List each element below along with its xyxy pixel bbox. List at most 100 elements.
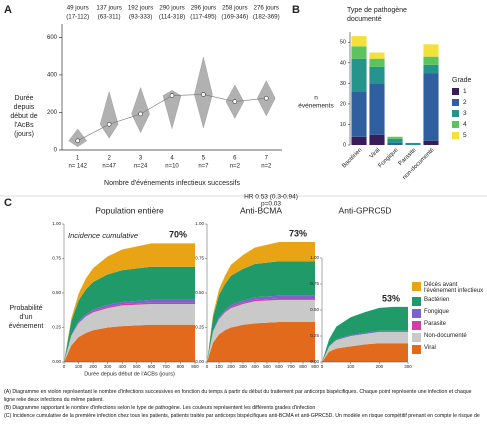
range-label: (182-369) (253, 14, 280, 21)
chart-title: Type de pathogène (347, 7, 407, 14)
bar-segment (369, 58, 385, 67)
y-tick-label: 0.75 (195, 256, 204, 261)
violin (162, 90, 182, 130)
panel-title: Anti-GPRC5D (339, 205, 392, 215)
y-tick-label: 0.50 (310, 307, 319, 312)
legend-swatch (452, 99, 459, 106)
x-tick-label: 400 (251, 364, 259, 369)
median-point (138, 111, 143, 117)
y-axis-title: d'un (19, 314, 32, 321)
bar-segment (351, 46, 367, 59)
x-tick-label: 300 (239, 364, 247, 369)
bar-segment (423, 64, 439, 74)
y-tick-label: 0.50 (195, 290, 204, 295)
x-tick-label: 0 (321, 364, 324, 369)
y-tick-label: 0.00 (310, 359, 319, 364)
area (64, 324, 195, 362)
x-tick-label: 200 (227, 364, 235, 369)
category-label: 4 (170, 156, 174, 162)
legend-swatch (412, 345, 421, 354)
legend-title: Grade (452, 77, 472, 84)
caption: (A) Diagramme en violon représentant le … (4, 388, 484, 420)
legend-swatch (412, 309, 421, 318)
area (207, 241, 315, 362)
bar-segment (387, 136, 403, 139)
bar-segment (423, 56, 439, 65)
area (64, 266, 195, 362)
caption-line: (C) Incidence cumulative de la première … (4, 413, 480, 419)
y-tick-label: 0 (54, 148, 58, 154)
range-label: (63-311) (98, 14, 121, 21)
range-label: (17-112) (66, 14, 89, 21)
x-tick-label: non-documenté (402, 147, 436, 181)
panel-title: Anti-BCMA (240, 205, 282, 215)
range-label: (117-495) (190, 14, 216, 21)
annotation: HR 0.53 (0.3-0.94) (244, 194, 298, 201)
area (322, 306, 408, 362)
median-label: 276 jours (254, 5, 279, 12)
x-tick-label: 400 (118, 364, 126, 369)
y-tick-label: 0.25 (52, 325, 61, 330)
bar-segment (387, 138, 403, 143)
median-point (75, 138, 81, 144)
x-tick-label: 0 (206, 364, 209, 369)
x-tick-label: 500 (263, 364, 271, 369)
legend-label: Bactérien (424, 297, 450, 303)
category-label: 7 (265, 156, 269, 162)
category-label: 3 (139, 156, 143, 162)
median-label: 258 jours (222, 5, 247, 12)
area (64, 243, 195, 362)
legend-label: 1 (463, 88, 467, 95)
bar-segment (423, 44, 439, 57)
legend-label: Décès avant l'événement infectieux (424, 282, 484, 294)
panel-title: Population entière (95, 205, 164, 215)
panel-label: A (4, 4, 12, 16)
x-tick-label: 700 (287, 364, 295, 369)
legend-swatch (452, 110, 459, 117)
y-axis-title: (jours) (14, 131, 34, 138)
area (322, 343, 408, 362)
median-point (169, 93, 175, 98)
y-tick-label: 10 (340, 122, 346, 128)
x-axis-title: Durée depuis début de l'ACBs (jours) (84, 371, 175, 377)
legend-label: Parasite (424, 321, 447, 327)
y-axis-title: début de (10, 113, 37, 120)
y-axis-title: n (314, 95, 318, 102)
y-tick-label: 0.75 (310, 281, 319, 286)
legend-label: Fongique (424, 309, 450, 315)
y-axis-title: l'AcBs (14, 122, 34, 129)
median-point (106, 121, 112, 127)
y-tick-label: 0.25 (195, 325, 204, 330)
incidence-label: 73% (289, 228, 307, 238)
bar-segment (369, 134, 385, 145)
y-axis-title: Probabilité (9, 305, 42, 312)
legend-label: Viral (424, 345, 436, 351)
bar-segment (405, 142, 421, 145)
n-label: n=10 (165, 164, 179, 170)
y-axis-title: depuis (14, 104, 35, 111)
legend-swatch (452, 121, 459, 128)
y-tick-label: 30 (340, 81, 346, 87)
n-label: n=2 (261, 164, 272, 170)
x-tick-label: 600 (275, 364, 283, 369)
x-tick-label: 800 (299, 364, 307, 369)
area (207, 299, 315, 362)
range-label: (93-333) (129, 14, 152, 21)
legend-swatch (452, 88, 459, 95)
median-label: 49 jours (67, 5, 89, 12)
y-axis-title: Durée (14, 95, 33, 102)
y-tick-label: 0.75 (52, 256, 61, 261)
incidence-label: 53% (382, 293, 400, 303)
y-tick-label: 1.00 (195, 221, 204, 226)
legend: Décès avant l'événement infectieux Bactér… (412, 282, 486, 357)
median-label: 192 jours (128, 5, 153, 12)
legend-swatch (412, 297, 421, 306)
legend-swatch (412, 282, 421, 291)
bar-segment (351, 36, 367, 47)
legend-item: Bactérien (412, 297, 486, 306)
y-tick-label: 0.00 (52, 359, 61, 364)
x-tick-label: 300 (104, 364, 112, 369)
category-label: 2 (107, 156, 111, 162)
